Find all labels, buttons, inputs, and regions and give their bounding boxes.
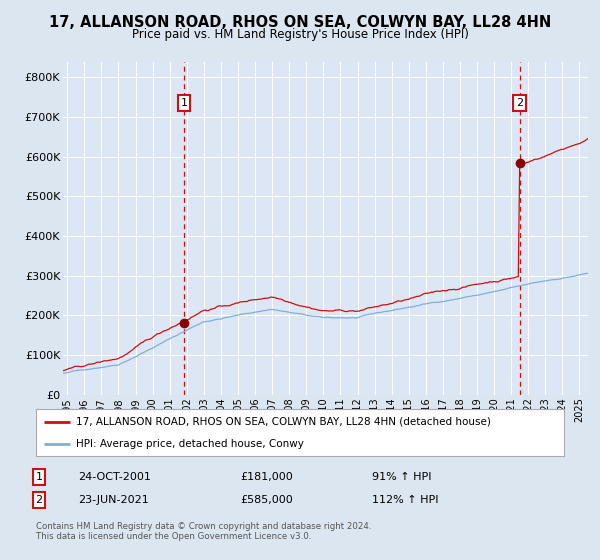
Text: 2: 2	[516, 98, 523, 108]
Text: £585,000: £585,000	[240, 495, 293, 505]
Text: 17, ALLANSON ROAD, RHOS ON SEA, COLWYN BAY, LL28 4HN: 17, ALLANSON ROAD, RHOS ON SEA, COLWYN B…	[49, 15, 551, 30]
Text: 2: 2	[35, 495, 43, 505]
Text: 91% ↑ HPI: 91% ↑ HPI	[372, 472, 431, 482]
Text: 17, ALLANSON ROAD, RHOS ON SEA, COLWYN BAY, LL28 4HN (detached house): 17, ALLANSON ROAD, RHOS ON SEA, COLWYN B…	[76, 417, 490, 427]
Text: HPI: Average price, detached house, Conwy: HPI: Average price, detached house, Conw…	[76, 438, 304, 449]
Text: 24-OCT-2001: 24-OCT-2001	[78, 472, 151, 482]
Text: 1: 1	[181, 98, 187, 108]
Text: 112% ↑ HPI: 112% ↑ HPI	[372, 495, 439, 505]
Text: 1: 1	[35, 472, 43, 482]
Text: £181,000: £181,000	[240, 472, 293, 482]
Text: 23-JUN-2021: 23-JUN-2021	[78, 495, 149, 505]
Text: Contains HM Land Registry data © Crown copyright and database right 2024.
This d: Contains HM Land Registry data © Crown c…	[36, 522, 371, 542]
Text: Price paid vs. HM Land Registry's House Price Index (HPI): Price paid vs. HM Land Registry's House …	[131, 28, 469, 41]
